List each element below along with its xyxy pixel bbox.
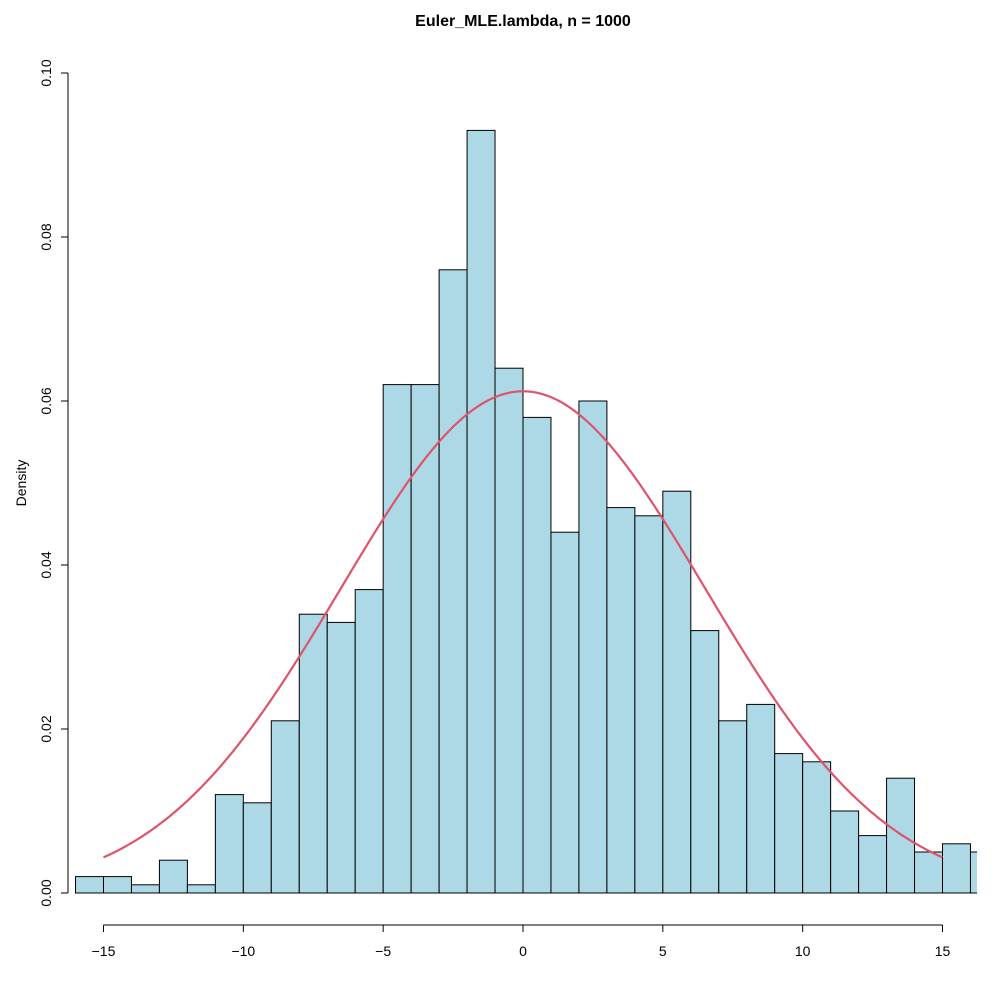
x-tick-label: −5 — [375, 943, 391, 959]
histogram-bar — [634, 515, 664, 894]
y-tick-label: 0.02 — [38, 715, 54, 742]
histogram-bar — [410, 384, 440, 894]
histogram-bar — [578, 400, 608, 894]
histogram-bar — [466, 129, 496, 894]
y-tick-label: 0.04 — [38, 551, 54, 578]
histogram-bar — [75, 876, 104, 894]
histogram-bar — [690, 630, 720, 894]
histogram-bar — [718, 720, 748, 894]
histogram-bar — [130, 884, 160, 894]
y-tick-label: 0.00 — [38, 879, 54, 906]
histogram-bar — [746, 703, 776, 894]
normal-density-curve — [103, 390, 943, 859]
histogram-bar — [494, 367, 524, 894]
histogram-bar — [214, 794, 244, 894]
histogram-bar — [969, 851, 977, 894]
histogram-bar — [158, 859, 188, 894]
y-axis-label: Density — [13, 460, 29, 507]
histogram-bar — [942, 843, 971, 894]
histogram-bar — [606, 507, 636, 894]
x-tick-label: 15 — [935, 943, 951, 959]
histogram-bar — [354, 589, 384, 894]
histogram-bar — [858, 835, 888, 894]
histogram-bar — [550, 531, 580, 894]
histogram-bar — [270, 720, 300, 894]
histogram-bar — [522, 416, 552, 894]
histogram-bar — [914, 851, 944, 894]
histogram-bar — [886, 777, 916, 894]
histogram-bar — [382, 384, 412, 894]
chart-title: Euler_MLE.lambda, n = 1000 — [415, 13, 631, 30]
histogram-bar — [438, 269, 468, 894]
histogram-bar — [662, 490, 692, 894]
histogram-bar — [186, 884, 216, 894]
histogram-bar — [830, 810, 860, 894]
x-tick-label: −15 — [92, 943, 116, 959]
y-tick-label: 0.06 — [38, 387, 54, 414]
y-tick-label: 0.08 — [38, 223, 54, 250]
histogram-bar — [326, 621, 356, 894]
histogram-bar — [774, 753, 804, 894]
y-tick-label: 0.10 — [38, 59, 54, 86]
histogram-bar — [802, 761, 832, 894]
histogram-bar — [102, 876, 132, 894]
x-tick-label: −10 — [231, 943, 255, 959]
histogram-bar — [298, 613, 328, 894]
histogram-bar — [242, 802, 272, 894]
x-tick-label: 0 — [519, 943, 527, 959]
x-tick-label: 10 — [795, 943, 811, 959]
x-tick-label: 5 — [659, 943, 667, 959]
